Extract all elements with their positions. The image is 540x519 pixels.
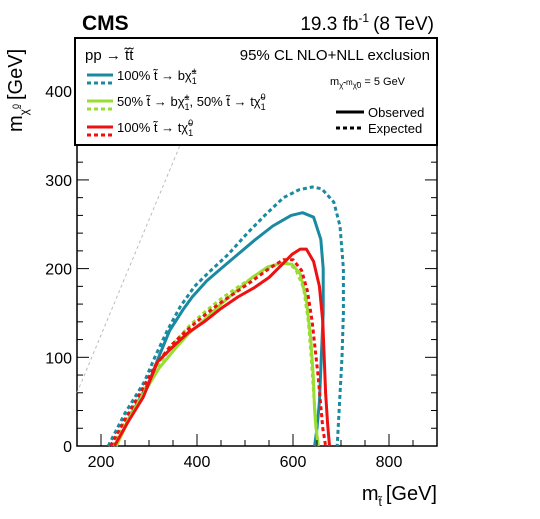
- legend-process: pp → t̃t̃: [85, 47, 135, 64]
- y-tick-label: 300: [45, 173, 72, 190]
- luminosity-exponent: -1: [358, 11, 369, 25]
- y-tick-label: 0: [63, 439, 72, 456]
- luminosity-label: 19.3 fb-1 (8 TeV): [300, 11, 434, 35]
- x-tick-label: 400: [184, 454, 211, 471]
- legend-entry-1: 50% t̃ → bχ̃± 1, 50% t̃ → tχ̃0 1: [117, 92, 266, 112]
- luminosity-value: 19.3 fb: [300, 14, 358, 35]
- x-tick-label: 600: [280, 454, 307, 471]
- x-tick-label: 800: [376, 454, 403, 471]
- legend-mass-difference: mχ̃-mχ̃0 = 5 GeV: [330, 76, 406, 90]
- x-axis-title: mt̃ [GeV]: [362, 483, 437, 509]
- exclusion-curves: [106, 185, 345, 447]
- axes: 200 400 600 800 0 100 200 300 400: [45, 37, 438, 471]
- legend-box: [74, 37, 438, 146]
- y-axis-title: mχ̃0[GeV]: [5, 49, 31, 132]
- curve-expected-0: [106, 185, 345, 447]
- legend: pp → t̃t̃ 95% CL NLO+NLL exclusion 100% …: [74, 37, 438, 146]
- y-tick-label: 200: [45, 262, 72, 279]
- legend-entry-2: 100% t̃ → tχ̃0 1: [117, 118, 193, 138]
- experiment-label: CMS: [82, 12, 129, 35]
- legend-expected-label: Expected: [368, 121, 422, 136]
- x-tick-label: 200: [88, 454, 115, 471]
- diagonal-reference-line: [76, 104, 198, 393]
- curve-expected-2: [109, 258, 328, 447]
- legend-exclusion-title: 95% CL NLO+NLL exclusion: [240, 47, 430, 64]
- energy-value: (8 TeV): [373, 14, 434, 35]
- curve-expected-1: [111, 260, 320, 447]
- y-tick-label: 400: [45, 84, 72, 101]
- legend-entry-0: 100% t̃ → bχ̃± 1: [117, 66, 197, 86]
- legend-observed-label: Observed: [368, 105, 424, 120]
- diagonal-line: [76, 104, 198, 393]
- y-tick-label: 100: [45, 350, 72, 367]
